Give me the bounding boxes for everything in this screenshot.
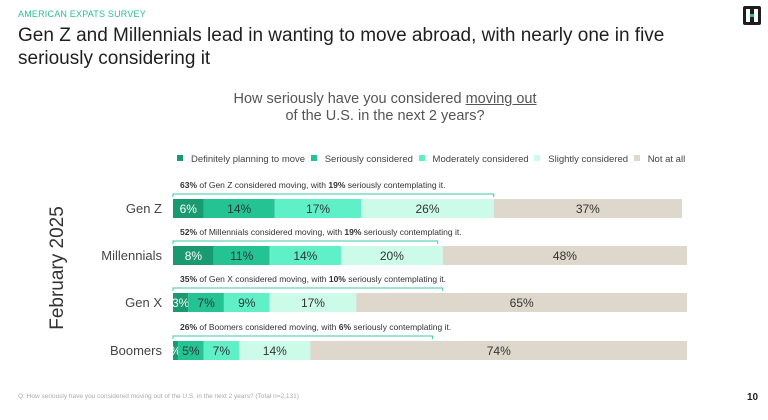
data-label: 8% [185,249,203,263]
bar-segment [493,199,682,218]
data-label: 7% [213,344,231,358]
question-line1-prefix: How seriously have you considered [233,91,466,107]
data-label: 48% [553,249,577,263]
data-label: 9% [238,296,256,310]
bar-segment [442,246,688,265]
legend-label: Moderately considered [432,154,529,165]
category-label: Boomers [110,343,163,358]
bar-segment [173,246,214,265]
bar-segment [213,246,270,265]
legend-item-definitely: Definitely planning to move [177,154,305,165]
legend-swatch [177,155,183,161]
bar-segment [203,199,275,218]
bar-segment [269,246,341,265]
footnote: Q: How seriously have you considered mov… [18,393,299,400]
bar-segment [361,199,494,218]
data-label: 17% [301,296,325,310]
bar-annotation: 26% of Boomers considered moving, with 6… [180,322,451,332]
bar-annotation: 35% of Gen X considered moving, with 10%… [180,274,446,284]
bar-annotation: 63% of Gen Z considered moving, with 19%… [180,180,446,190]
category-label: Millennials [101,248,162,263]
bar-segment [310,341,688,360]
data-label: 20% [380,249,404,263]
bar-annotation: 52% of Millennials considered moving, wi… [180,227,462,237]
chart-legend: Definitely planning to move Seriously co… [177,154,688,165]
data-label: 37% [576,202,600,216]
brand-logo-icon [743,6,761,25]
data-label: 14% [263,344,287,358]
legend-item-slightly: Slightly considered [534,154,628,165]
legend-swatch [310,155,317,161]
legend-swatch [633,155,640,161]
legend-label: Slightly considered [548,154,629,165]
data-label: 11% [230,249,253,263]
question-line2: of the U.S. in the next 2 years? [285,108,485,124]
data-label: 26% [415,202,439,216]
category-label: Gen X [125,295,162,310]
legend-label: Not at all [647,154,686,165]
page-title: Gen Z and Millennials lead in wanting to… [18,25,665,69]
bar-segment [340,246,443,265]
annotation-bracket [172,240,439,244]
bar-segment [239,341,311,360]
survey-label: AMERICAN EXPATS SURVEY [18,9,146,19]
bar-segment [274,199,362,218]
data-label: 7% [197,296,215,310]
annotation-bracket [172,287,444,291]
page-number: 10 [747,392,759,403]
bar-segment [173,293,189,312]
bar-segment [178,341,204,360]
chart-question: How seriously have you considered moving… [200,91,570,125]
data-label: % [170,344,181,358]
bar-segment [173,199,204,218]
data-label: 74% [487,344,511,358]
bar-segment [356,293,688,312]
bar-segment [173,341,179,360]
annotation-bracket [172,335,434,339]
data-label: 5% [182,344,200,358]
annotation-bracket [172,193,495,197]
legend-label: Definitely planning to move [191,154,306,165]
legend-item-not-at-all: Not at all [633,154,686,165]
legend-item-seriously: Seriously considered [310,154,413,165]
category-label: Gen Z [126,201,162,216]
data-label: 14% [293,249,317,263]
data-label: 14% [227,202,251,216]
data-label: 17% [306,202,330,216]
bar-segment [269,293,357,312]
question-underlined: moving out [465,91,537,107]
legend-swatch [418,155,425,161]
legend-swatch [534,155,541,161]
data-label: 65% [510,296,534,310]
bar-segment [223,293,270,312]
legend-label: Seriously considered [324,154,413,165]
legend-item-moderately: Moderately considered [418,154,529,165]
bar-segment [188,293,224,312]
data-label: 3% [172,296,190,310]
bar-segment [203,341,240,360]
data-label: 6% [180,202,198,216]
